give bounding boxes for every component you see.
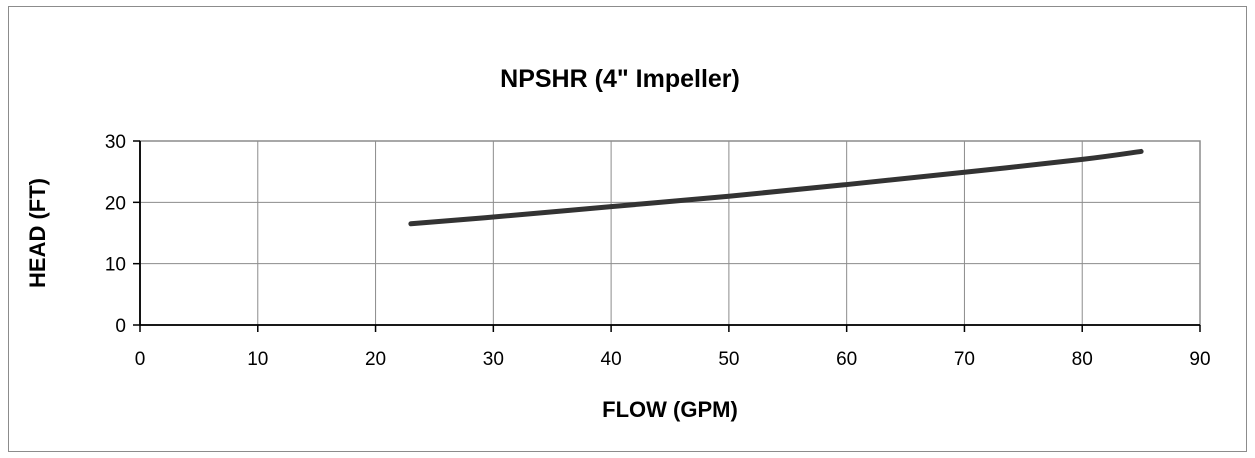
x-tick-label: 80 [1072, 349, 1093, 370]
series-layer [408, 148, 1144, 227]
tick-labels: 0 10 20 30 40 50 60 70 80 90 0 10 20 30 [105, 132, 1211, 370]
x-tick-label: 60 [836, 349, 857, 370]
x-tick-label: 70 [954, 349, 975, 370]
y-tick-label: 30 [105, 132, 126, 153]
x-tick-label: 40 [601, 349, 622, 370]
axes [133, 140, 1201, 332]
chart-frame [8, 6, 1247, 452]
x-tick-label: 90 [1189, 349, 1210, 370]
x-tick-label: 10 [247, 349, 268, 370]
chart-title: NPSHR (4" Impeller) [500, 65, 740, 93]
plot-border [139, 140, 1201, 326]
y-tick-label: 20 [105, 193, 126, 214]
x-axis-title: FLOW (GPM) [602, 397, 738, 422]
x-tick-label: 20 [365, 349, 386, 370]
y-tick-label: 0 [115, 316, 126, 337]
y-axis-title: HEAD (FT) [25, 178, 50, 288]
grid [140, 141, 1200, 325]
x-tick-label: 0 [135, 349, 146, 370]
y-tick-label: 10 [105, 255, 126, 276]
x-tick-label: 50 [718, 349, 739, 370]
npshr-series-line [408, 148, 1144, 227]
x-tick-label: 30 [483, 349, 504, 370]
